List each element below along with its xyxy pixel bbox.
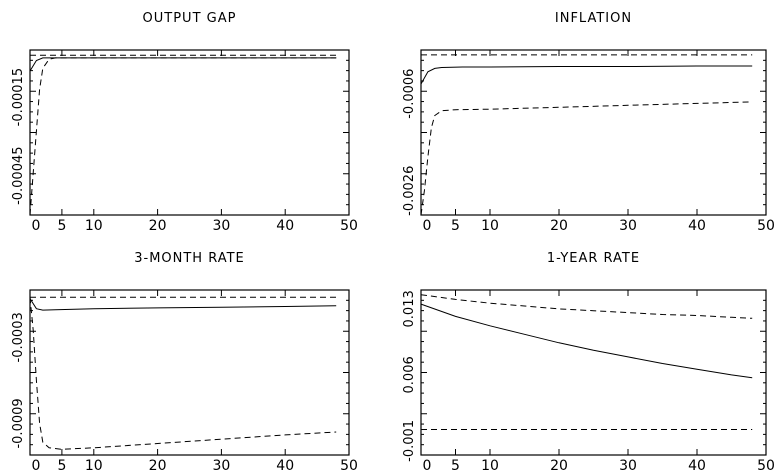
series-line-1	[29, 57, 337, 72]
panel-1: OUTPUT GAP 0 5 10 20 30 40 50 -0.00015 -0.00045	[11, 11, 358, 234]
series-line-1	[420, 65, 753, 85]
x-tick-label: 20	[550, 458, 568, 472]
x-tick-label: 40	[276, 218, 294, 234]
panel-title: 3-MONTH RATE	[134, 251, 245, 266]
y-tick-label: -0.001	[402, 420, 417, 462]
x-tick-label: 5	[451, 458, 460, 472]
x-tick-label: 5	[57, 218, 66, 234]
panel-4: 1-YEAR RATE 0 5 10 20 30 40 50 0.013 0.006 -0.001	[402, 251, 775, 472]
series-line-2	[420, 101, 753, 216]
x-tick-label: 50	[757, 458, 775, 472]
x-tick-label: 40	[688, 218, 706, 234]
plot-frame	[29, 49, 350, 216]
series-line-2	[29, 297, 337, 450]
x-tick-label: 30	[212, 458, 230, 472]
x-tick-label: 50	[757, 218, 775, 234]
y-tick-label: -0.0003	[11, 312, 26, 362]
x-tick-label: 50	[340, 218, 358, 234]
series-line-1	[420, 303, 753, 379]
x-tick-label: 10	[85, 458, 103, 472]
y-tick-label: -0.00015	[11, 68, 26, 126]
plot-frame	[420, 49, 767, 216]
x-tick-label: 40	[276, 458, 294, 472]
y-tick-label: -0.0009	[11, 398, 26, 448]
panel-3: 3-MONTH RATE 0 5 10 20 30 40 50 -0.0003 -0.0009	[11, 251, 358, 472]
x-tick-label: 30	[619, 218, 637, 234]
series-line-1	[29, 298, 337, 311]
y-tick-label: 0.013	[402, 290, 417, 327]
series-line-2	[29, 57, 337, 216]
x-tick-label: 10	[481, 218, 499, 234]
x-tick-label: 0	[32, 458, 41, 472]
y-tick-label: -0.0026	[402, 166, 417, 216]
x-tick-label: 0	[32, 218, 41, 234]
series-line-2	[420, 294, 753, 319]
x-tick-label: 20	[149, 218, 167, 234]
x-tick-label: 10	[481, 458, 499, 472]
x-tick-label: 20	[550, 218, 568, 234]
x-tick-label: 20	[149, 458, 167, 472]
x-tick-label: 10	[85, 218, 103, 234]
x-tick-label: 0	[423, 458, 432, 472]
y-tick-label: 0.006	[402, 356, 417, 393]
panel-2: INFLATION 0 5 10 20 30 40 50 -0.0006 -0.0026	[402, 11, 775, 234]
x-tick-label: 5	[451, 218, 460, 234]
x-tick-label: 30	[619, 458, 637, 472]
panel-title: 1-YEAR RATE	[547, 251, 640, 266]
y-tick-label: -0.0006	[402, 69, 417, 119]
panel-title: OUTPUT GAP	[143, 11, 237, 26]
panel-title: INFLATION	[555, 11, 632, 26]
y-tick-label: -0.00045	[11, 146, 26, 204]
x-tick-label: 40	[688, 458, 706, 472]
plot-frame	[29, 289, 350, 456]
x-tick-label: 0	[423, 218, 432, 234]
x-tick-label: 30	[212, 218, 230, 234]
x-tick-label: 50	[340, 458, 358, 472]
x-tick-label: 5	[57, 458, 66, 472]
